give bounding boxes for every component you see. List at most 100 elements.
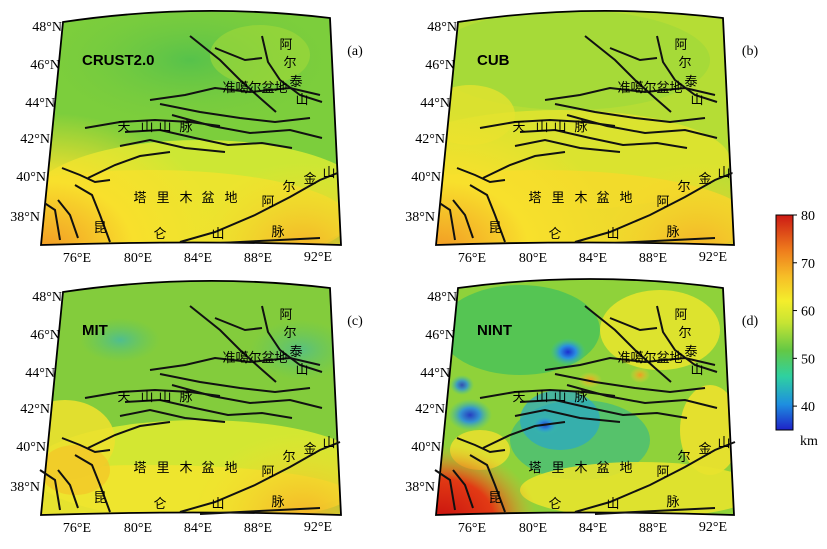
panel-label: (a) (347, 44, 363, 59)
lon-tick-label: 88°E (639, 251, 667, 266)
place-name: 阿 (279, 38, 292, 53)
lon-tick-label: 80°E (124, 521, 152, 536)
place-name: 盆 (201, 461, 214, 476)
place-name: 昆 (93, 491, 106, 506)
lon-tick-label: 84°E (579, 521, 607, 536)
place-name: 尔 (282, 180, 295, 195)
place-name: 木 (574, 461, 587, 476)
place-name: 阿 (656, 195, 669, 210)
place-name: 里 (156, 191, 169, 206)
lon-tick-label: 80°E (519, 251, 547, 266)
lon-tick-label: 84°E (184, 251, 212, 266)
place-name: 脉 (271, 225, 284, 240)
map-panel-cub (435, 10, 736, 246)
dataset-name: CRUST2.0 (82, 52, 155, 69)
panel-label: (b) (742, 44, 759, 59)
place-name: 塔 (528, 461, 541, 476)
lon-tick-label: 76°E (458, 521, 486, 536)
place-name: 地 (224, 461, 237, 476)
place-name: 泰 (684, 75, 697, 90)
lat-tick-label: 38°N (10, 480, 40, 495)
lat-tick-label: 44°N (25, 366, 55, 381)
lon-tick-label: 80°E (124, 251, 152, 266)
place-name: 金 (303, 171, 316, 187)
place-name: 仑 (153, 227, 166, 242)
lat-tick-label: 46°N (30, 328, 60, 343)
place-name: 山 (140, 390, 153, 405)
lat-tick-label: 40°N (411, 170, 441, 185)
place-name: 尔 (282, 450, 295, 465)
lat-tick-label: 48°N (427, 290, 457, 305)
map-frame (40, 10, 342, 246)
place-name: 阿 (279, 308, 292, 323)
place-name: 阿 (674, 38, 687, 53)
place-name: 尔 (677, 180, 690, 195)
map-panel-mit (39, 280, 342, 516)
lon-tick-label: 76°E (458, 251, 486, 266)
place-name: 山 (606, 497, 619, 512)
colorbar-tick-label: 80 (801, 209, 815, 224)
lat-tick-label: 42°N (415, 132, 445, 147)
place-name: 尔 (283, 326, 296, 341)
lat-tick-label: 40°N (16, 170, 46, 185)
lat-tick-label: 44°N (25, 96, 55, 111)
place-name: 山 (295, 363, 308, 378)
lat-tick-label: 46°N (425, 58, 455, 73)
place-name: 准噶尔盆地 (222, 351, 287, 366)
place-name: 尔 (678, 56, 691, 71)
colorbar-tick-label: 60 (801, 305, 815, 320)
place-name: 山 (717, 166, 730, 181)
place-name: 阿 (261, 465, 274, 480)
place-name: 阿 (261, 195, 274, 210)
place-name: 尔 (283, 56, 296, 71)
place-name: 木 (179, 191, 192, 206)
place-name: 仑 (548, 227, 561, 242)
colorbar-tick-label: 40 (801, 400, 815, 415)
place-name: 泰 (289, 345, 302, 360)
place-name: 脉 (666, 225, 679, 240)
lon-tick-label: 88°E (639, 521, 667, 536)
place-name: 里 (551, 191, 564, 206)
place-name: 地 (224, 191, 237, 206)
place-name: 盆 (596, 191, 609, 206)
lon-tick-label: 92°E (304, 250, 332, 265)
lat-tick-label: 38°N (405, 480, 435, 495)
place-name: 山 (690, 363, 703, 378)
place-name: 山 (553, 390, 566, 405)
lat-tick-label: 48°N (32, 20, 62, 35)
place-name: 山 (211, 227, 224, 242)
place-name: 里 (551, 461, 564, 476)
place-name: 里 (156, 461, 169, 476)
place-name: 尔 (678, 326, 691, 341)
colorbar-unit: km (800, 434, 818, 449)
place-name: 准噶尔盆地 (617, 81, 682, 96)
panel-label: (c) (347, 314, 363, 329)
map-panel-nint (434, 278, 736, 516)
lat-tick-label: 42°N (20, 402, 50, 417)
lat-tick-label: 48°N (32, 290, 62, 305)
lon-tick-label: 84°E (184, 521, 212, 536)
place-name: 塔 (133, 191, 146, 206)
lon-tick-label: 76°E (63, 251, 91, 266)
place-name: 金 (698, 171, 711, 187)
lat-tick-label: 40°N (411, 440, 441, 455)
lat-tick-label: 44°N (420, 366, 450, 381)
place-name: 山 (535, 390, 548, 405)
colorbar: 80 70 60 50 40 km (775, 209, 818, 449)
lat-tick-label: 46°N (425, 328, 455, 343)
place-name: 山 (158, 120, 171, 135)
place-name: 塔 (528, 191, 541, 206)
place-name: 金 (303, 441, 316, 457)
place-name: 山 (322, 166, 335, 181)
place-name: 泰 (684, 345, 697, 360)
place-name: 天 (512, 120, 525, 135)
place-name: 泰 (289, 75, 302, 90)
lon-tick-label: 92°E (304, 520, 332, 535)
map-panel-crust2 (40, 10, 342, 246)
lon-tick-label: 84°E (579, 251, 607, 266)
place-name: 尔 (677, 450, 690, 465)
lon-tick-label: 80°E (519, 521, 547, 536)
place-name: 天 (117, 390, 130, 405)
place-name: 盆 (596, 461, 609, 476)
